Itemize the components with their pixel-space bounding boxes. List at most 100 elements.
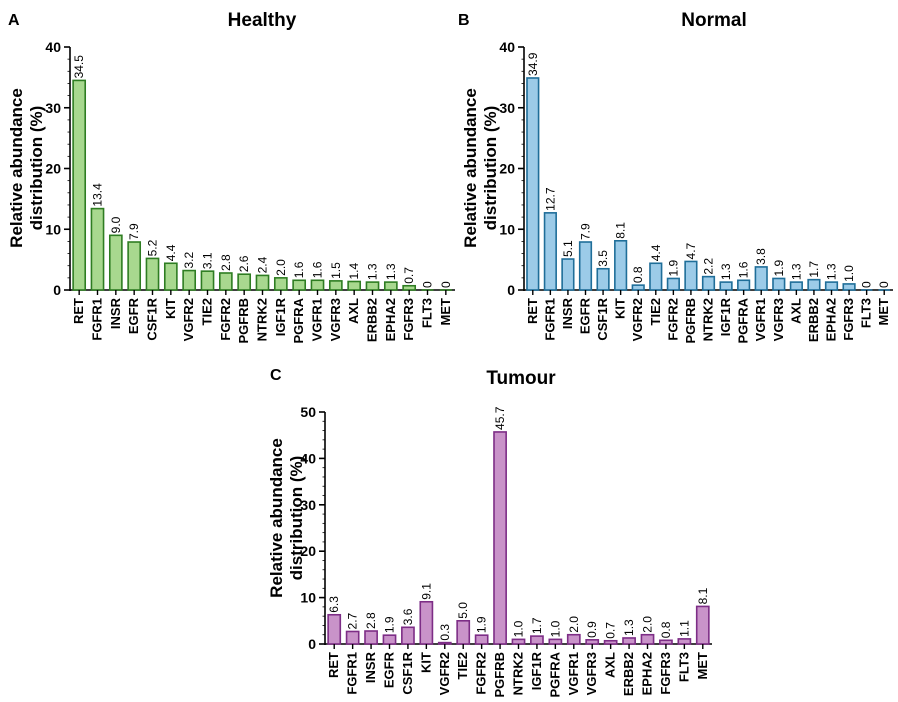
x-tick-label: PGFRA — [291, 297, 306, 343]
data-label: 0 — [877, 281, 891, 288]
x-tick-label: NTRK2 — [701, 298, 716, 341]
y-tick-label: 0 — [308, 636, 316, 652]
data-label: 2.0 — [274, 259, 288, 276]
data-label: 9.0 — [109, 216, 123, 233]
data-label: 2.6 — [237, 255, 251, 272]
bar — [402, 284, 417, 291]
bar — [127, 241, 142, 291]
bar — [328, 280, 343, 291]
x-tick-label: TIE2 — [648, 298, 663, 325]
x-tick-label: EPHA2 — [383, 298, 398, 341]
bar — [640, 633, 655, 645]
bar — [754, 266, 768, 291]
bar — [310, 279, 325, 291]
y-tick-label: 10 — [499, 221, 515, 237]
panel-letter: C — [270, 367, 282, 384]
x-tick-label: TIE2 — [455, 652, 470, 679]
bar — [842, 283, 856, 291]
x-tick-label: VGFR1 — [753, 298, 768, 341]
x-tick-label: AXL — [346, 298, 361, 324]
data-label: 7.9 — [127, 223, 141, 240]
x-tick-label: VGFR2 — [630, 298, 645, 341]
data-label: 5.1 — [561, 240, 575, 257]
y-tick-label: 10 — [300, 590, 316, 606]
data-label: 0.8 — [659, 621, 673, 638]
bar — [596, 267, 610, 291]
bar — [789, 281, 803, 291]
x-tick-label: FGFR3 — [401, 298, 416, 341]
x-tick-label: VGFR1 — [566, 652, 581, 695]
bar — [364, 630, 378, 645]
x-tick-label: AXL — [788, 298, 803, 324]
data-label: 2.8 — [364, 612, 378, 629]
x-tick-label: PGFRB — [236, 298, 251, 344]
data-label: 0 — [439, 281, 453, 288]
panel-letter: A — [8, 12, 20, 29]
bar — [145, 257, 160, 291]
y-tick-label: 40 — [499, 39, 515, 55]
x-tick-label: CSF1R — [595, 297, 610, 340]
x-tick-label: IGF1R — [718, 297, 733, 336]
bar — [255, 274, 270, 291]
data-label: 1.3 — [719, 263, 733, 280]
data-label: 0 — [860, 281, 874, 288]
data-label: 0 — [421, 281, 435, 288]
bar — [719, 281, 733, 291]
x-tick-label: VGFR3 — [584, 652, 599, 695]
data-label: 1.9 — [383, 616, 397, 633]
y-tick-label: 30 — [499, 100, 515, 116]
data-label: 1.1 — [677, 620, 691, 637]
bar — [585, 639, 600, 645]
bar — [456, 619, 471, 645]
y-axis-label-line: distribution (%) — [287, 456, 306, 581]
data-label: 1.3 — [825, 263, 839, 280]
data-label: 4.7 — [684, 242, 698, 259]
y-axis-label-line: Relative abundance — [461, 88, 480, 248]
data-label: 2.0 — [567, 616, 581, 633]
bar — [345, 630, 360, 645]
bar — [292, 279, 307, 291]
data-label: 1.0 — [512, 620, 526, 637]
bar — [622, 637, 636, 645]
data-label: 34.9 — [526, 52, 540, 76]
y-axis-label-line: Relative abundance — [267, 438, 286, 598]
y-tick-label: 40 — [300, 450, 316, 466]
data-label: 1.3 — [789, 263, 803, 280]
bar — [772, 277, 786, 291]
x-tick-label: FGFR3 — [658, 652, 673, 695]
x-tick-label: FLT3 — [676, 652, 691, 682]
x-tick-label: AXL — [603, 652, 618, 678]
x-tick-label: VGFR3 — [328, 298, 343, 341]
bar — [218, 272, 233, 291]
y-tick-label: 0 — [507, 282, 515, 298]
bar — [566, 633, 581, 645]
bar — [824, 281, 839, 291]
x-tick-label: PGFRB — [683, 298, 698, 344]
x-tick-label: IGF1R — [273, 297, 288, 336]
data-label: 1.7 — [807, 261, 821, 278]
data-label: 2.0 — [641, 616, 655, 633]
bar — [530, 635, 544, 645]
x-tick-label: NTRK2 — [511, 652, 526, 695]
bar — [200, 270, 215, 291]
x-tick-label: KIT — [163, 298, 178, 319]
x-tick-label: FGFR2 — [474, 652, 489, 695]
x-tick-label: FGFR1 — [542, 298, 557, 341]
bar — [684, 260, 698, 291]
data-label: 1.9 — [772, 259, 786, 276]
bar — [548, 638, 563, 645]
x-tick-label: RET — [326, 652, 341, 678]
data-label: 0.3 — [438, 624, 452, 641]
x-tick-label: CSF1R — [400, 651, 415, 694]
bar — [108, 234, 123, 291]
x-tick-label: EGFR — [126, 297, 141, 334]
panel-normal: B Normal Relative abundancedistribution … — [458, 10, 893, 344]
x-tick-label: FGFR3 — [841, 298, 856, 341]
bar — [631, 284, 645, 291]
x-tick-label: VGFR2 — [437, 652, 452, 695]
y-axis-label-line: distribution (%) — [481, 106, 500, 231]
data-label: 2.4 — [256, 256, 270, 273]
y-tick-label: 20 — [499, 161, 515, 177]
bar — [365, 281, 380, 291]
